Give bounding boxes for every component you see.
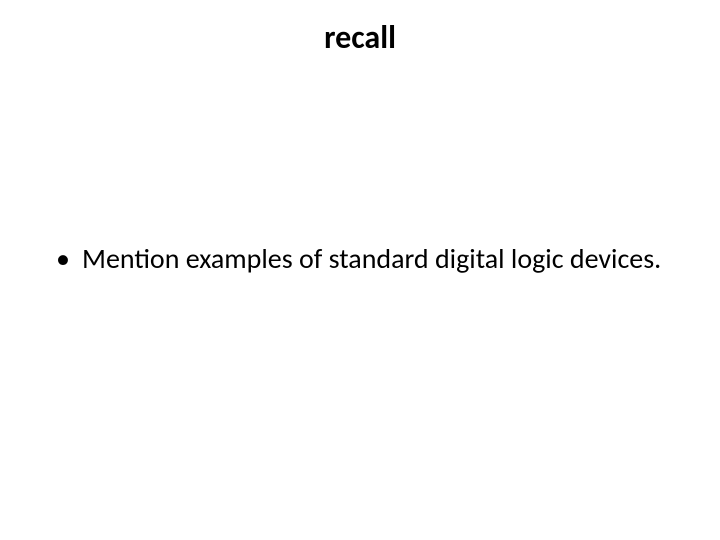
slide: recall Mention examples of standard digi… [0, 0, 720, 540]
bullet-text: Mention examples of standard digital log… [82, 241, 661, 276]
slide-body: Mention examples of standard digital log… [54, 242, 666, 275]
list-item: Mention examples of standard digital log… [54, 242, 666, 275]
bullet-list: Mention examples of standard digital log… [54, 242, 666, 275]
slide-title: recall [0, 18, 720, 57]
